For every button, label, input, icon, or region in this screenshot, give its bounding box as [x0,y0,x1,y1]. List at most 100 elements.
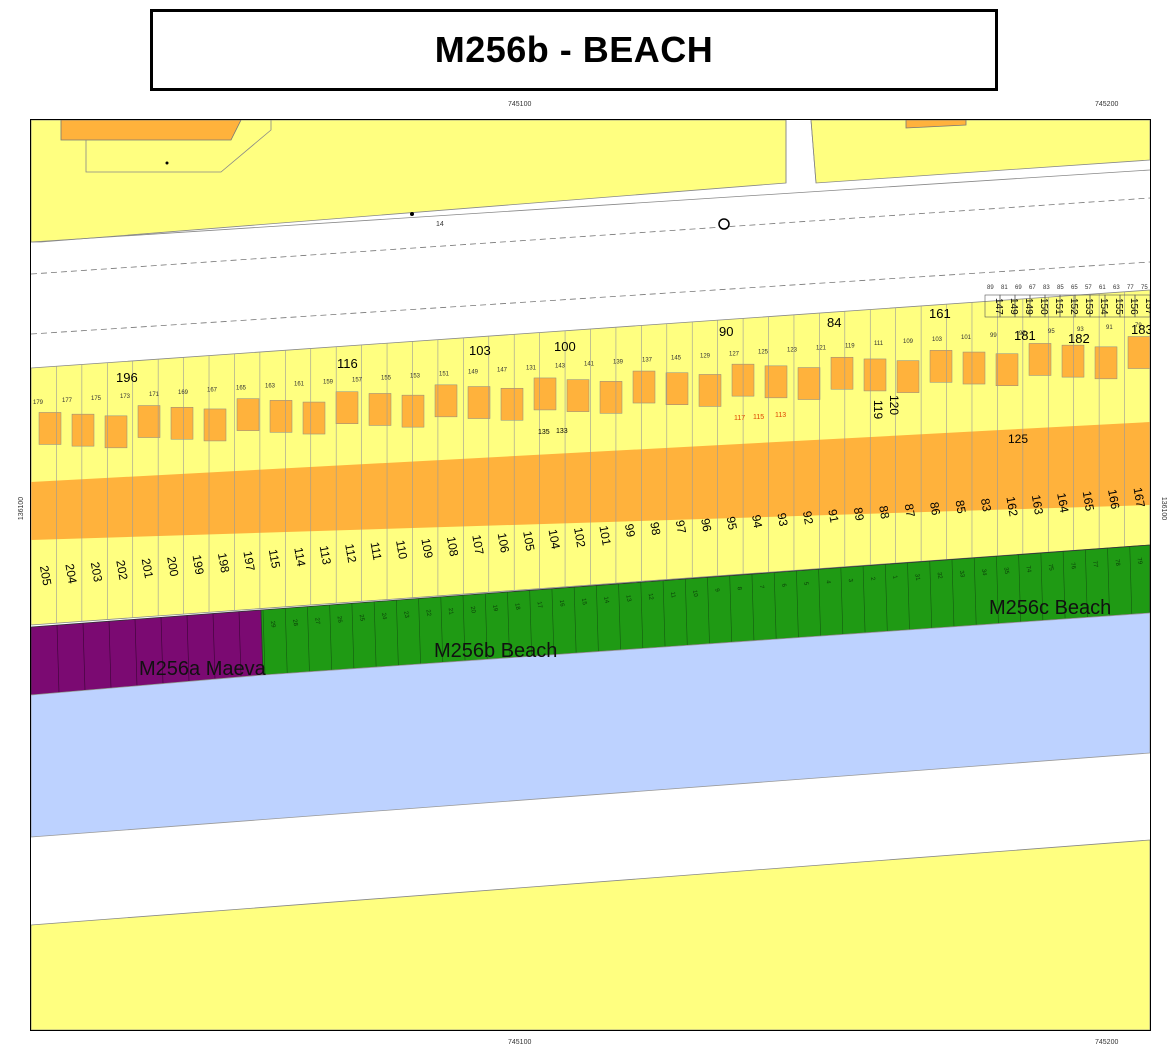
upper-row-number: 179 [33,400,44,406]
upper-row-number: 151 [439,372,450,378]
dot-marker-2 [165,161,169,165]
beach-slot-number: 8 [736,586,743,591]
beach-slot-number: 75 [1047,564,1054,572]
top-right-lot-number: 150 [1038,298,1049,315]
house-building [797,367,821,400]
top-right-number: 65 [1071,285,1078,291]
house-building [401,394,425,428]
lot-number-label: 86 [927,501,943,517]
beach-slot-number: 18 [513,603,520,611]
lot-number-label: 165 [1080,490,1097,512]
beach-slot-line [596,585,599,652]
road-dashed-line-1 [31,197,1150,275]
lot-number-label: 92 [800,510,816,526]
beach-slot-number: 33 [958,570,965,578]
beach-slot-number: 13 [624,595,631,603]
upper-row-number: 175 [91,396,102,402]
beach-slot-line [329,604,332,671]
road-dashed-line-2 [31,261,1150,335]
top-right-box [1134,294,1150,318]
beach-slot-number: 32 [936,572,943,580]
house-building [269,400,293,433]
beach-slot-line [684,578,688,646]
upper-row-number: 143 [555,363,566,369]
lot-number-label: 199 [190,554,207,576]
block-label-103: 103 [469,343,491,358]
beach-slot-line [1018,554,1021,623]
beach-slot-number: 19 [491,604,498,612]
house-building [236,398,260,431]
lot-number-label: 109 [418,537,435,559]
parcel-line-top [85,120,272,173]
top-right-lot-number: 155 [1113,298,1124,315]
cadastral-map[interactable]: 14 29 28 27 26 25 24 23 22 21 20 19 18 17 16 15 14 13 12 1… [31,120,1150,1030]
maeva-slot-line [82,623,86,691]
lot-number-label: 87 [902,503,918,519]
map-frame[interactable]: 14 29 28 27 26 25 24 23 22 21 20 19 18 17 16 15 14 13 12 1… [30,119,1151,1031]
upper-row-number: 147 [497,368,508,374]
upper-row-number: 139 [613,359,624,365]
beach-slot-line [1062,551,1066,620]
block-label-100: 100 [554,339,576,354]
lot-label-135: 135 [538,429,550,436]
beach-slot-number: 22 [424,609,431,617]
beach-slot-line [307,606,310,672]
house-building [71,413,95,447]
house-building [500,387,524,421]
lot-number-label: 93 [774,512,790,528]
beach-slot-number: 27 [313,617,320,625]
top-right-lot-number: 154 [1098,298,1109,315]
top-right-number: 81 [1001,285,1008,291]
block-label-116: 116 [337,356,358,371]
beach-slot-number: 5 [802,582,809,587]
lot-number-label: 88 [876,504,892,520]
upper-row-number: 171 [149,392,160,398]
upper-row-number: 93 [1077,327,1084,333]
top-right-lot-number: 147 [993,298,1004,315]
beach-slot-number: 16 [558,599,565,607]
beach-slot-number: 77 [1091,560,1098,568]
lot-number-label: 112 [342,543,359,565]
house-building [1094,346,1118,380]
beach-slot-line [484,593,488,660]
top-right-lot-number: 151 [1053,298,1064,315]
lot-label-117: 117 [734,415,745,422]
lot-number-label: 95 [724,515,740,531]
maeva-slot-line [238,611,242,678]
upper-row-number: 137 [642,357,653,363]
top-right-number: 77 [1127,285,1134,291]
upper-row-number: 103 [932,337,943,343]
lot-number-label: 114 [291,546,308,568]
parcel-top-left [31,120,787,243]
lot-number-label: 96 [698,517,714,533]
house-building [698,374,722,407]
top-right-lot-number: 152 [1068,298,1079,315]
beach-slot-line [840,567,844,635]
house-building [170,406,194,440]
lot-number-label: 111 [368,541,385,562]
upper-row-number: 109 [903,339,914,345]
top-right-number: 89 [987,285,994,291]
upper-row-number: 125 [758,349,769,355]
lot-number-label: 99 [622,523,638,539]
lot-number-label: 97 [673,519,689,535]
beach-slot-line [573,587,577,654]
upper-row-labels: 179 177 175 173 171 169 167 165 163 161 159 157 155 1… [33,323,1142,406]
beach-slot-line [729,575,733,643]
parcel-bottom [31,839,1150,1030]
block-label-196: 196 [116,370,138,385]
manhole-icon [718,218,730,230]
block-label-183: 183 [1131,322,1150,337]
lot-number-label: 107 [469,534,486,556]
zone-label-beach-c: M256c Beach [989,597,1111,619]
water-area [31,612,1150,838]
top-right-lot-number: 149 [1008,298,1019,315]
top-right-number: 63 [1113,285,1120,291]
upper-row-number: 161 [294,382,305,388]
beach-slot-line [996,556,999,624]
house-building [302,401,326,435]
coord-bottom-left: 745100 [508,1039,532,1046]
top-right-lot-number: 157 [1143,298,1150,315]
block-label-182: 182 [1068,331,1090,346]
top-right-labels: 89 81 69 67 83 85 65 57 61 63 77 75 147 149 149 150 151 1… [984,285,1150,318]
